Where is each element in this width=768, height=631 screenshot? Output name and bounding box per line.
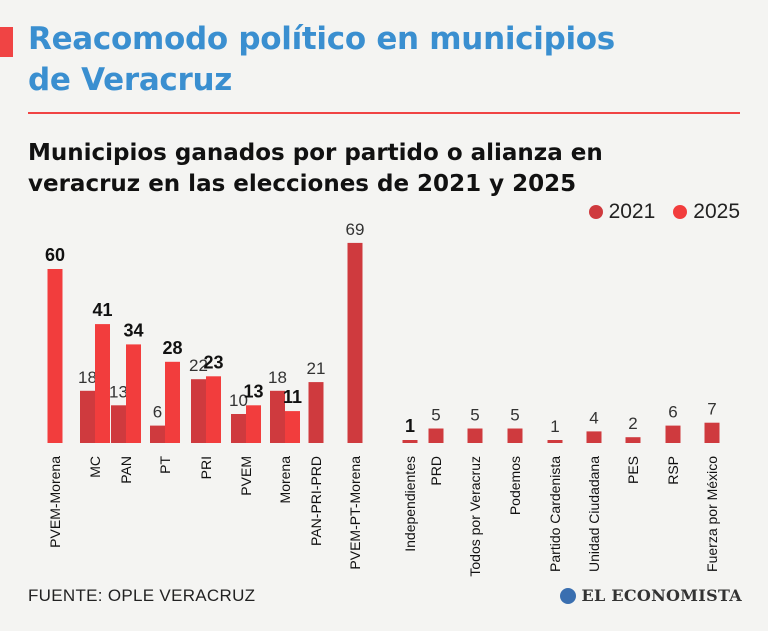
x-tick-label-pan: PAN — [118, 456, 134, 484]
x-tick-label-pt: PT — [157, 456, 173, 474]
data-label-2021-prd: 5 — [431, 406, 440, 425]
bar-2025-mc — [95, 324, 110, 443]
x-tick-label-prd: PRD — [428, 456, 444, 486]
x-tick-label-independientes: Independientes — [402, 456, 418, 552]
x-tick-label-rsp: RSP — [665, 456, 681, 485]
accent-bar — [0, 27, 13, 57]
data-label-2025-pvem: 13 — [243, 381, 263, 401]
data-label-2021-pes: 2 — [628, 414, 637, 433]
bar-2021-pt — [150, 425, 165, 443]
x-tick-label-todos-por-veracruz: Todos por Veracruz — [467, 456, 483, 577]
data-label-2021-partido-cardenista: 1 — [550, 417, 559, 436]
bar-2025-pt — [165, 361, 180, 443]
data-label-2021-podemos: 5 — [510, 406, 519, 425]
bar-2021-mc — [80, 390, 95, 443]
data-label-2021-morena: 18 — [268, 368, 287, 387]
bar-2025-pan — [126, 344, 141, 443]
data-label-2025-pvem-morena: 60 — [45, 245, 65, 265]
x-tick-label-podemos: Podemos — [507, 456, 523, 515]
x-tick-label-mc: MC — [87, 456, 103, 478]
data-label-2025-morena: 11 — [283, 387, 302, 407]
bar-2021-podemos — [507, 428, 523, 443]
bar-2025-morena — [285, 411, 300, 443]
publisher-logo: EL ECONOMISTA — [560, 586, 742, 605]
data-label-2025-pan: 34 — [123, 320, 143, 340]
source-note: FUENTE: OPLE VERACRUZ — [28, 586, 256, 605]
data-label-2021-rsp: 6 — [668, 403, 677, 422]
data-label-2025-mc: 41 — [92, 300, 112, 320]
bar-2021-pan-pri-prd — [308, 382, 324, 443]
x-tick-label-partido-cardenista: Partido Cardenista — [547, 456, 563, 572]
bar-2021-partido-cardenista — [547, 440, 563, 443]
x-tick-label-pan-pri-prd: PAN-PRI-PRD — [308, 456, 324, 546]
x-tick-label-pvem: PVEM — [238, 456, 254, 496]
bar-2021-morena — [270, 390, 285, 443]
bar-2021-pvem-pt-morena — [347, 242, 363, 443]
data-label-2021-todos-por-veracruz: 5 — [470, 406, 479, 425]
x-tick-label-pvem-morena: PVEM-Morena — [47, 456, 63, 548]
bar-2021-rsp — [665, 425, 681, 443]
data-label-2021-pan: 13 — [109, 382, 128, 401]
logo-icon — [560, 587, 577, 604]
x-tick-label-pes: PES — [625, 456, 641, 484]
page-title: Reacomodo político en municipios de Vera… — [28, 19, 748, 101]
data-label-2021-pt: 6 — [153, 403, 162, 422]
legend-label-2021: 2021 — [608, 200, 656, 223]
bar-2021-pri — [191, 379, 206, 443]
bar-2021-unidad-ciudadana — [586, 431, 602, 443]
bar-2025-pvem — [246, 405, 261, 443]
bar-2021-independientes — [402, 440, 418, 443]
title-line-2: de Veracruz — [28, 62, 233, 98]
data-label-2021-pvem: 10 — [229, 391, 248, 410]
data-label-2021-mc: 18 — [78, 368, 97, 387]
data-label-2021-pri: 22 — [189, 356, 208, 375]
data-label-2021-pan-pri-prd: 21 — [307, 359, 326, 378]
chart-legend: 2021 2025 — [588, 200, 740, 224]
bar-2021-pvem — [231, 414, 246, 443]
chart-title: Municipios ganados por partido o alianza… — [28, 140, 603, 197]
data-label-2021-independientes: 1 — [405, 416, 415, 436]
bar-2021-todos-por-veracruz — [467, 428, 483, 443]
bar-2021-fuerza-por-m-xico — [704, 422, 720, 443]
legend-swatch-2025 — [673, 205, 688, 219]
x-tick-label-morena: Morena — [277, 456, 293, 504]
bar-2021-pes — [625, 437, 641, 443]
legend-label-2025: 2025 — [693, 200, 740, 223]
legend-item-2025: 2025 — [673, 200, 740, 224]
bar-2025-pvem-morena — [47, 269, 63, 443]
x-tick-label-unidad-ciudadana: Unidad Ciudadana — [586, 456, 602, 572]
data-label-2025-pt: 28 — [162, 338, 182, 358]
legend-swatch-2021 — [588, 205, 603, 219]
data-label-2021-fuerza-por-m-xico: 7 — [707, 400, 716, 419]
data-label-2025-pri: 23 — [203, 352, 223, 372]
legend-item-2021: 2021 — [588, 200, 656, 224]
data-label-2021-unidad-ciudadana: 4 — [589, 408, 598, 427]
bar-2021-pan — [111, 405, 126, 443]
x-tick-label-pvem-pt-morena: PVEM-PT-Morena — [347, 456, 363, 570]
logo-text: EL ECONOMISTA — [581, 586, 742, 605]
x-tick-label-fuerza-por-m-xico: Fuerza por México — [704, 456, 720, 572]
bar-2025-pri — [206, 376, 221, 443]
title-line-1: Reacomodo político en municipios — [28, 21, 615, 57]
data-label-2021-pvem-pt-morena: 69 — [346, 220, 365, 239]
bar-2021-prd — [428, 428, 444, 443]
title-divider — [28, 112, 740, 114]
x-tick-label-pri: PRI — [198, 456, 214, 479]
